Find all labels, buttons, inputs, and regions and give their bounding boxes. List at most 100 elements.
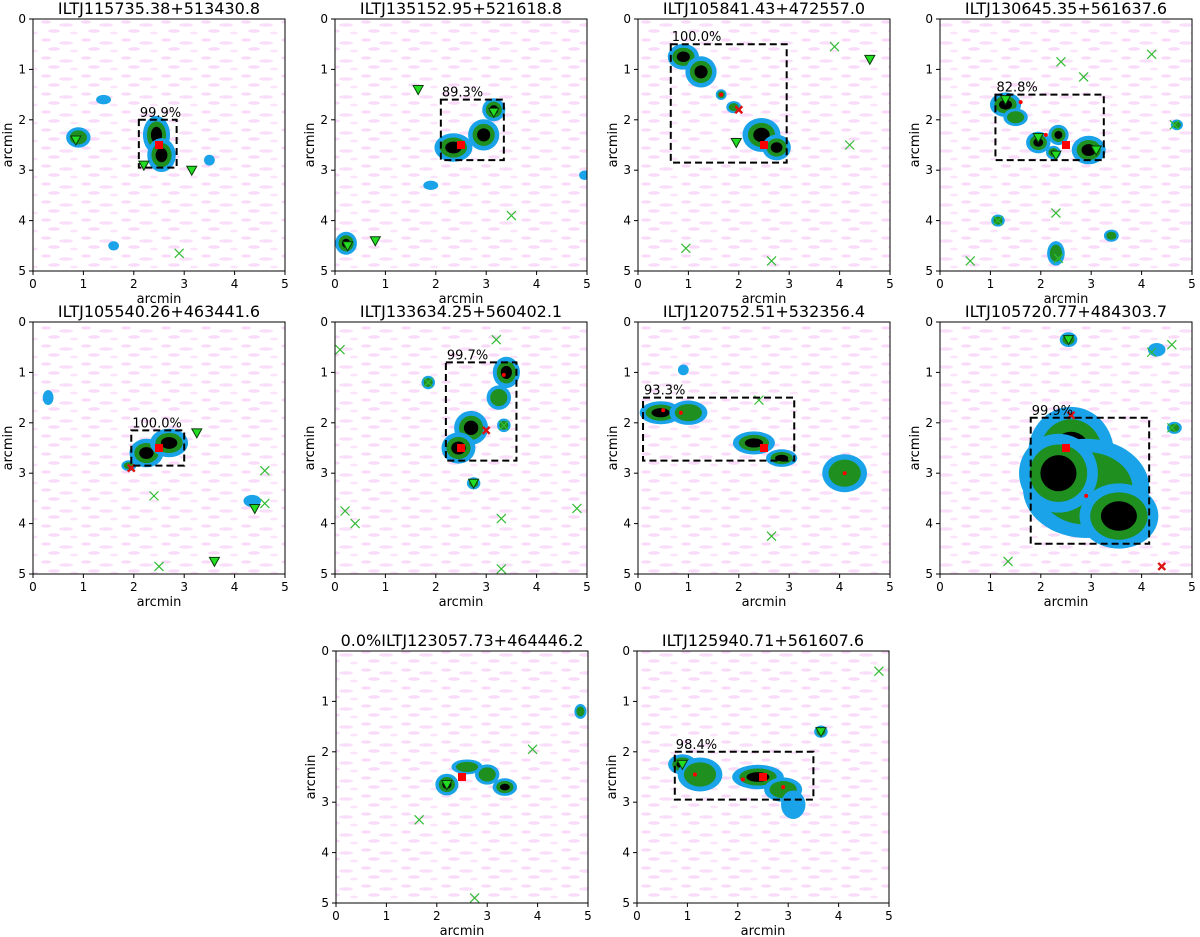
y-tick-label: 0	[623, 12, 631, 26]
center-marker	[1062, 444, 1070, 452]
prediction-box	[642, 396, 796, 462]
y-tick-label: 3	[320, 163, 328, 177]
x-tick-label: 0	[936, 277, 944, 291]
axes-frame	[334, 18, 588, 272]
optical-match-triangle	[369, 236, 382, 247]
y-tick-label: 3	[321, 795, 329, 809]
y-tick-label: 5	[622, 896, 630, 910]
optical-cross	[1056, 56, 1066, 67]
optical-cross	[873, 666, 884, 677]
radio-source	[1166, 421, 1182, 434]
x-tick-label: 0	[331, 580, 339, 594]
x-axis-label: arcmin	[439, 292, 484, 307]
y-tick-label: 2	[18, 416, 26, 430]
y-tick-label: 5	[925, 264, 933, 278]
panel-6: 99.7%0 1 2 3 4 5012345arcminarcminILTJ133634.…	[303, 302, 591, 610]
x-tick-label: 4	[836, 580, 844, 594]
x-axis-label: arcmin	[742, 595, 787, 610]
optical-match-triangle	[69, 135, 82, 146]
x-tick-label: 2	[735, 580, 743, 594]
prediction-box	[1029, 416, 1151, 545]
y-tick-label: 3	[622, 795, 630, 809]
optical-cross	[259, 465, 270, 476]
radio-source	[474, 764, 500, 785]
panel-title: ILTJ105841.43+472557.0	[663, 0, 865, 18]
optical-match-triangle	[1090, 145, 1103, 157]
axes-frame	[637, 18, 891, 272]
y-tick-label: 0	[18, 12, 26, 26]
x-tick-label: 5	[583, 277, 591, 291]
red-cross-marker	[1157, 562, 1167, 571]
confidence-label: 93.3%	[644, 384, 685, 399]
y-tick-label: 1	[320, 62, 328, 76]
x-axis-label: arcmin	[741, 924, 786, 937]
optical-match-triangle	[467, 478, 480, 490]
radio-map	[1003, 332, 1182, 571]
y-tick-label: 3	[925, 163, 933, 177]
optical-match-triangle	[185, 165, 198, 177]
y-tick-label: 3	[18, 466, 26, 480]
y-tick-label: 3	[925, 466, 933, 480]
radio-source	[766, 449, 798, 467]
y-tick-label: 2	[623, 113, 631, 127]
x-axis-label: arcmin	[440, 924, 485, 937]
y-tick-label: 4	[925, 517, 933, 531]
radio-source	[423, 180, 439, 191]
component-dot	[842, 471, 847, 476]
center-marker	[457, 444, 465, 452]
prediction-box	[439, 98, 505, 162]
y-tick-label: 4	[925, 214, 933, 228]
optical-match-triangle	[730, 137, 743, 149]
optical-cross	[1169, 119, 1180, 130]
x-tick-label: 0	[936, 580, 944, 594]
radio-map	[42, 390, 270, 572]
optical-cross	[414, 814, 425, 825]
axes-frame	[334, 321, 588, 575]
radio-source	[492, 356, 520, 389]
y-tick-label: 1	[623, 365, 631, 379]
radio-source	[1019, 433, 1098, 513]
panel-title: ILTJ120752.51+532356.4	[663, 302, 865, 321]
optical-cross	[506, 210, 517, 221]
confidence-label: 100.0%	[672, 30, 722, 45]
y-tick-label: 4	[18, 214, 26, 228]
y-tick-label: 4	[320, 214, 328, 228]
radio-source	[579, 170, 587, 180]
optical-match-triangle	[208, 556, 221, 568]
radio-source	[1103, 229, 1119, 242]
x-tick-label: 3	[483, 909, 491, 923]
radio-source	[677, 364, 689, 376]
component-dot	[1043, 132, 1048, 137]
optical-cross	[1078, 72, 1089, 82]
y-tick-label: 4	[623, 517, 631, 531]
y-tick-label: 2	[925, 416, 933, 430]
y-tick-label: 2	[925, 113, 933, 127]
x-tick-label: 4	[231, 277, 239, 291]
optical-match-triangle	[441, 780, 453, 791]
x-tick-label: 5	[885, 909, 893, 923]
panel-title: ILTJ125940.71+561607.6	[662, 631, 864, 650]
optical-cross	[766, 255, 777, 266]
y-tick-label: 2	[18, 113, 26, 127]
x-tick-label: 5	[281, 277, 289, 291]
x-tick-label: 5	[281, 580, 289, 594]
optical-cross	[680, 243, 691, 254]
y-tick-label: 1	[18, 62, 26, 76]
x-tick-label: 3	[784, 909, 792, 923]
y-tick-label: 5	[320, 264, 328, 278]
x-tick-label: 4	[534, 909, 542, 923]
prediction-box	[669, 43, 788, 164]
axes-frame	[939, 321, 1193, 575]
radio-source	[203, 154, 215, 166]
x-tick-label: 3	[1087, 277, 1095, 291]
radio-map	[335, 85, 587, 255]
x-tick-label: 2	[1037, 277, 1045, 291]
x-tick-label: 1	[987, 580, 995, 594]
y-tick-label: 0	[18, 315, 26, 329]
axes-frame	[636, 650, 890, 904]
x-tick-label: 3	[1087, 580, 1095, 594]
x-tick-label: 2	[432, 277, 440, 291]
x-tick-label: 4	[836, 277, 844, 291]
y-tick-label: 0	[622, 644, 630, 658]
